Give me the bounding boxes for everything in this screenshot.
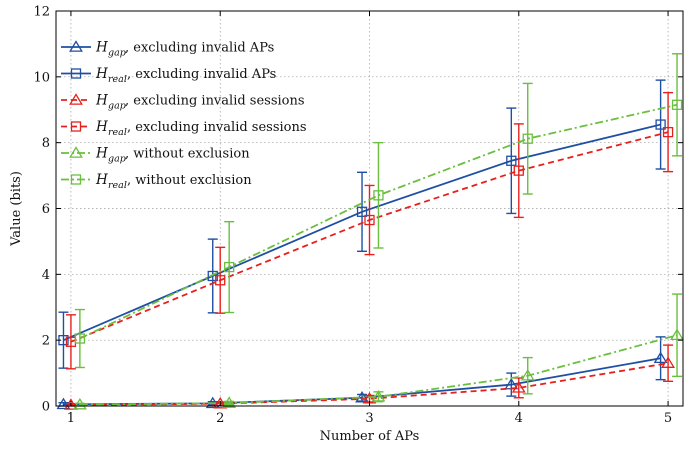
legend-subscript: gap <box>108 154 126 165</box>
y-tick-label: 10 <box>33 70 50 85</box>
data-point <box>215 275 226 286</box>
legend-subscript: real <box>108 127 127 138</box>
legend-marker <box>70 68 82 79</box>
data-point <box>653 351 668 364</box>
legend-label: , excluding invalid sessions <box>127 120 307 135</box>
data-point <box>222 396 237 408</box>
data-point <box>506 155 517 166</box>
data-point <box>671 99 683 110</box>
data-point <box>356 206 368 217</box>
y-tick-label: 2 <box>42 334 50 349</box>
x-tick-label: 5 <box>664 411 672 426</box>
legend-marker <box>70 174 82 185</box>
data-point <box>364 214 375 226</box>
legend-subscript: real <box>108 180 127 191</box>
data-point <box>513 165 524 176</box>
legend-marker <box>69 146 83 158</box>
x-axis-label: Number of APs <box>320 429 420 444</box>
legend-marker <box>69 40 83 52</box>
legend-label: , without exclusion <box>127 173 252 188</box>
data-point <box>520 368 535 381</box>
data-point <box>373 190 384 201</box>
data-point <box>72 397 87 410</box>
legend-symbol: H <box>95 119 108 135</box>
legend-symbol: H <box>95 172 108 188</box>
y-tick-label: 4 <box>42 268 50 283</box>
data-point <box>213 396 228 409</box>
x-tick-label: 1 <box>67 411 75 426</box>
y-tick-label: 12 <box>33 5 50 20</box>
series-0 <box>56 336 668 410</box>
x-tick-label: 4 <box>515 411 523 426</box>
data-point <box>371 390 386 402</box>
legend-symbol: H <box>95 93 108 109</box>
y-tick-label: 0 <box>42 400 50 415</box>
data-point <box>655 119 666 130</box>
legend-symbol: H <box>95 146 108 162</box>
y-tick-label: 8 <box>42 136 50 151</box>
series-line <box>79 334 678 406</box>
data-point <box>522 133 533 144</box>
data-point <box>661 356 675 368</box>
y-axis-label: Value (bits) <box>9 171 24 247</box>
y-tick-label: 6 <box>42 202 50 217</box>
legend-symbol: H <box>95 40 108 56</box>
legend-subscript: gap <box>108 48 126 59</box>
x-tick-label: 3 <box>365 411 373 426</box>
legend-symbol: H <box>95 66 108 82</box>
legend-label: , without exclusion <box>125 147 250 162</box>
data-point <box>670 328 684 341</box>
series-4 <box>72 293 684 410</box>
series-2 <box>64 344 675 410</box>
legend-subscript: gap <box>108 101 126 112</box>
x-tick-label: 2 <box>216 411 224 426</box>
series-5 <box>74 53 683 369</box>
data-point <box>74 333 86 344</box>
legend-label: , excluding invalid sessions <box>125 94 305 109</box>
legend-label: , excluding invalid APs <box>127 67 276 82</box>
series-3 <box>65 91 674 370</box>
legend-subscript: real <box>108 74 127 85</box>
legend-label: , excluding invalid APs <box>125 41 274 56</box>
data-point <box>64 398 78 410</box>
legend-marker <box>69 93 83 105</box>
data-point <box>511 381 526 393</box>
data-point <box>224 261 235 273</box>
series-layer <box>56 53 684 410</box>
legend-marker <box>70 121 82 132</box>
data-point <box>662 126 674 138</box>
